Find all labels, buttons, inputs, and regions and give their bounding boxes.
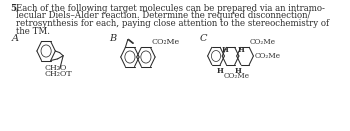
Text: A: A xyxy=(12,34,19,43)
Text: CO₂Me: CO₂Me xyxy=(254,52,280,60)
Text: Each of the following target molecules can be prepared via an intramo-: Each of the following target molecules c… xyxy=(16,4,325,13)
Text: H: H xyxy=(222,46,229,54)
Text: CH₂O: CH₂O xyxy=(45,64,67,72)
Text: 5.: 5. xyxy=(10,4,19,13)
Text: the TM.: the TM. xyxy=(16,26,50,36)
Text: H: H xyxy=(237,46,244,54)
Text: CO₂Me: CO₂Me xyxy=(151,39,180,47)
Text: CO₂Me: CO₂Me xyxy=(250,38,276,46)
Text: C: C xyxy=(199,34,207,43)
Text: B: B xyxy=(109,34,116,43)
Text: H: H xyxy=(217,67,224,75)
Text: lecular Diels–Alder reaction. Determine the required disconnection/: lecular Diels–Alder reaction. Determine … xyxy=(16,12,310,20)
Text: retrosynthesis for each, paying close attention to the stereochemistry of: retrosynthesis for each, paying close at… xyxy=(16,19,329,28)
Text: CO₂Me: CO₂Me xyxy=(224,72,250,80)
Text: H: H xyxy=(235,67,242,75)
Text: CH₂OT: CH₂OT xyxy=(45,70,72,78)
